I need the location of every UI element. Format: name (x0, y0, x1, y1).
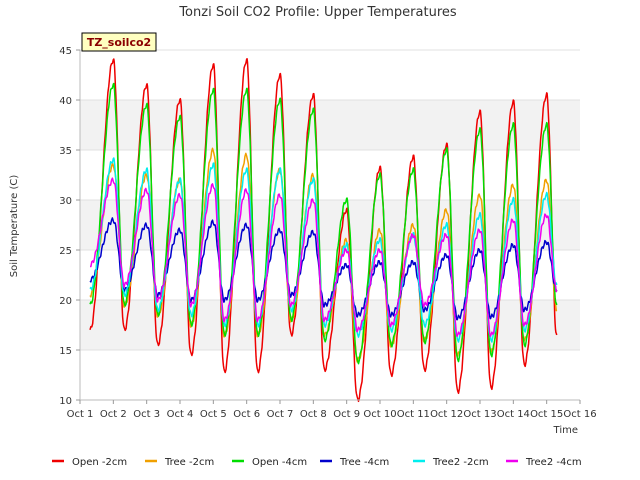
y-tick-label: 10 (59, 396, 72, 407)
y-tick-label: 25 (59, 246, 72, 257)
x-tick-label: Oct 6 (233, 409, 260, 420)
x-axis-label: Time (553, 425, 578, 436)
x-tick-label: Oct 9 (333, 409, 360, 420)
series-line-open-4cm (89, 82, 558, 365)
x-tick-label: Oct 8 (300, 409, 327, 420)
y-tick-label: 30 (59, 196, 72, 207)
x-tick-label: Oct 13 (463, 409, 496, 420)
legend-item: Tree2 -2cm (413, 457, 489, 468)
legend-label: Tree -4cm (339, 457, 389, 468)
grid-band (80, 100, 580, 150)
legend-label: Open -2cm (72, 457, 127, 468)
x-tick-label: Oct 12 (430, 409, 463, 420)
plot-background (80, 50, 580, 400)
x-tick-label: Oct 14 (497, 409, 530, 420)
site-badge: TZ_soilco2 (81, 32, 157, 52)
x-tick-label: Oct 15 (530, 409, 563, 420)
legend-label: Open -4cm (252, 457, 307, 468)
legend: Open -2cm Tree -2cm Open -4cm Tree -4cm Tree… (52, 457, 582, 468)
legend-label: Tree2 -2cm (432, 457, 489, 468)
legend-item: Open -2cm (52, 457, 127, 468)
legend-label: Tree -2cm (164, 457, 214, 468)
y-tick-label: 15 (59, 346, 72, 357)
legend-item: Open -4cm (232, 457, 307, 468)
legend-item: Tree -4cm (320, 457, 389, 468)
chart-title: Tonzi Soil CO2 Profile: Upper Temperatur… (178, 5, 457, 20)
legend-item: Tree2 -4cm (506, 457, 582, 468)
y-axis-label: Soil Temperature (C) (9, 175, 20, 278)
legend-label: Tree2 -4cm (525, 457, 582, 468)
x-tick-label: Oct 10 (363, 409, 396, 420)
grid-band (80, 200, 580, 250)
y-tick-label: 40 (59, 96, 72, 107)
x-tick-label: Oct 2 (100, 409, 127, 420)
x-axis-ticks: Oct 1 Oct 2 Oct 3 Oct 4 Oct 5 Oct 6 Oct 7 Oct 8… (67, 400, 597, 420)
x-tick-label: Oct 3 (133, 409, 160, 420)
y-tick-label: 20 (59, 296, 72, 307)
series-line-tree2-4cm (90, 177, 558, 337)
x-tick-label: Oct 7 (267, 409, 294, 420)
axes (79, 50, 580, 401)
x-tick-label: Oct 1 (67, 409, 94, 420)
series-line-tree-4cm (89, 217, 558, 321)
y-tick-label: 35 (59, 146, 72, 157)
y-axis-ticks: 10 15 20 25 30 35 40 45 (59, 46, 80, 407)
svg-text:TZ_soilco2: TZ_soilco2 (87, 36, 151, 49)
x-tick-label: Oct 11 (397, 409, 430, 420)
legend-item: Tree -2cm (145, 457, 214, 468)
y-tick-label: 45 (59, 46, 72, 57)
x-tick-label: Oct 5 (200, 409, 227, 420)
x-tick-label: Oct 16 (563, 409, 596, 420)
series-line-tree2-2cm (89, 157, 558, 343)
series-layer (89, 58, 558, 403)
x-tick-label: Oct 4 (167, 409, 194, 420)
